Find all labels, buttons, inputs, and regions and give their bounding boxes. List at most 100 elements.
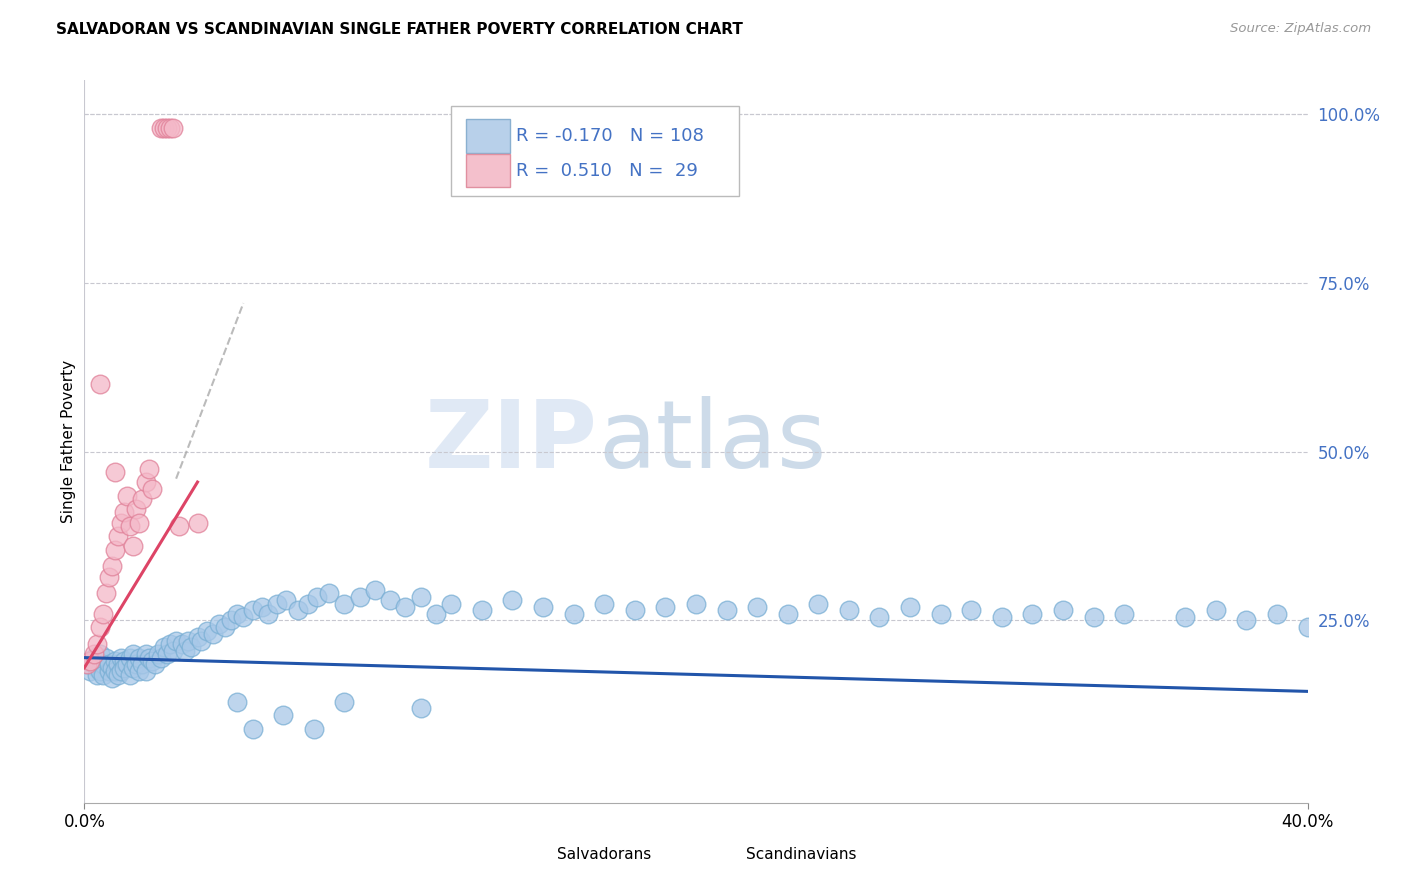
Point (180, 640, 202, 655)
Point (257, 607, 280, 621)
Point (107, 529, 129, 543)
Point (120, 650, 142, 665)
Point (271, 708, 294, 723)
Text: R = -0.170   N = 108: R = -0.170 N = 108 (516, 127, 704, 145)
FancyBboxPatch shape (699, 842, 740, 870)
Point (349, 590, 371, 604)
Point (76, 657, 98, 672)
Point (110, 650, 132, 665)
Point (89, 664, 111, 678)
Point (101, 661, 124, 675)
Point (685, 597, 707, 611)
Point (502, 593, 524, 607)
Point (1052, 603, 1074, 617)
Point (83, 650, 105, 665)
Point (112, 661, 135, 675)
Point (190, 633, 212, 648)
Point (153, 120, 176, 135)
Point (79, 654, 101, 668)
Point (287, 603, 309, 617)
Point (318, 586, 340, 600)
Point (869, 610, 891, 624)
Point (141, 482, 163, 496)
Point (242, 722, 264, 736)
Point (1174, 610, 1197, 624)
Point (232, 610, 254, 624)
Point (266, 597, 288, 611)
Point (562, 607, 585, 621)
Point (97, 664, 120, 678)
Text: Scandinavians: Scandinavians (747, 847, 856, 863)
Point (1296, 620, 1319, 634)
Point (440, 597, 463, 611)
Point (91, 657, 114, 672)
Point (156, 647, 179, 661)
Point (364, 583, 387, 598)
Text: R =  0.510   N =  29: R = 0.510 N = 29 (516, 161, 697, 179)
Point (91, 607, 114, 621)
Point (214, 620, 236, 634)
Point (138, 461, 160, 475)
Point (165, 633, 187, 648)
Point (776, 607, 799, 621)
Point (394, 599, 416, 614)
Point (125, 657, 148, 672)
Text: Salvadorans: Salvadorans (557, 847, 651, 863)
Point (97, 569, 120, 583)
Point (122, 647, 145, 661)
Point (91, 667, 114, 681)
Point (128, 664, 150, 678)
Point (89, 377, 111, 392)
Point (122, 539, 145, 553)
Point (425, 607, 447, 621)
Point (125, 502, 148, 516)
Point (156, 120, 179, 135)
Point (226, 694, 249, 708)
Point (86, 667, 108, 681)
FancyBboxPatch shape (465, 154, 510, 187)
Point (201, 627, 224, 641)
Point (380, 593, 402, 607)
Point (143, 657, 166, 672)
Point (531, 599, 554, 614)
Point (76, 657, 98, 672)
Point (276, 593, 298, 607)
Point (1021, 607, 1043, 621)
Point (807, 597, 830, 611)
Point (162, 644, 184, 658)
Point (186, 516, 208, 530)
Point (250, 599, 273, 614)
Point (104, 465, 127, 479)
Text: atlas: atlas (598, 395, 827, 488)
Point (131, 657, 153, 672)
Point (101, 559, 124, 574)
Point (135, 647, 157, 661)
Point (86, 661, 108, 675)
Point (302, 722, 325, 736)
Point (172, 637, 194, 651)
Point (305, 590, 328, 604)
Point (226, 607, 249, 621)
Point (112, 654, 135, 668)
Point (86, 637, 108, 651)
Point (1236, 614, 1258, 628)
Point (929, 607, 952, 621)
Point (186, 631, 208, 645)
Point (79, 664, 101, 678)
Point (593, 597, 616, 611)
Point (153, 640, 176, 655)
Point (115, 489, 138, 503)
Point (409, 590, 432, 604)
Point (1205, 603, 1227, 617)
Point (162, 120, 184, 135)
Point (107, 667, 129, 681)
Point (107, 657, 129, 672)
Point (747, 599, 769, 614)
Point (159, 120, 181, 135)
Text: SALVADORAN VS SCANDINAVIAN SINGLE FATHER POVERTY CORRELATION CHART: SALVADORAN VS SCANDINAVIAN SINGLE FATHER… (56, 22, 744, 37)
Point (159, 637, 181, 651)
Point (333, 694, 356, 708)
Point (208, 616, 231, 631)
Text: ZIP: ZIP (425, 395, 598, 488)
Point (195, 624, 218, 638)
